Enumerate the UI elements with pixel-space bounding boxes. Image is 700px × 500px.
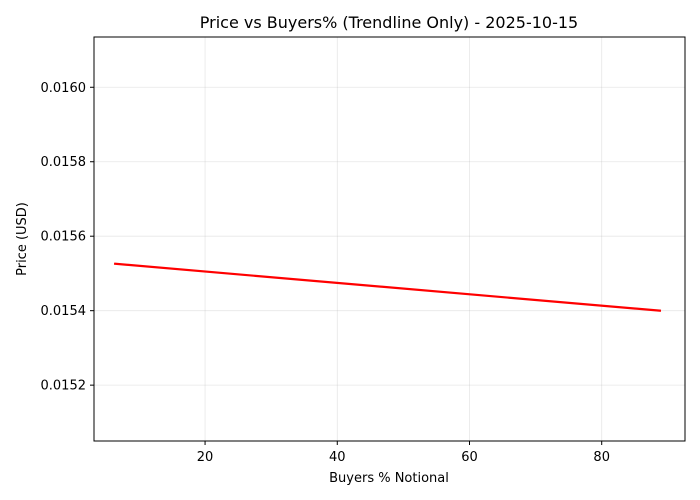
plot-frame xyxy=(93,36,686,442)
y-tick-label: 0.0154 xyxy=(41,304,87,319)
series-layer xyxy=(113,262,662,312)
y-axis-title: Price (USD) xyxy=(15,202,30,276)
x-tick-label: 20 xyxy=(197,450,214,465)
y-tick-label: 0.0160 xyxy=(41,81,87,96)
y-tick-label: 0.0156 xyxy=(41,230,87,245)
x-tick-label: 60 xyxy=(461,450,478,465)
trendline xyxy=(113,262,662,312)
x-tick-label: 40 xyxy=(329,450,346,465)
grid-layer xyxy=(94,37,685,441)
y-tick-label: 0.0152 xyxy=(41,379,87,394)
x-axis-title: Buyers % Notional xyxy=(329,471,449,486)
chart-title: Price vs Buyers% (Trendline Only) - 2025… xyxy=(200,13,578,32)
ticks-layer: 20 40 60 80 0.0152 0.0154 0.0156 0.0158 0.0160 xyxy=(41,81,610,465)
x-tick-label: 80 xyxy=(593,450,610,465)
y-tick-label: 0.0158 xyxy=(41,155,87,170)
